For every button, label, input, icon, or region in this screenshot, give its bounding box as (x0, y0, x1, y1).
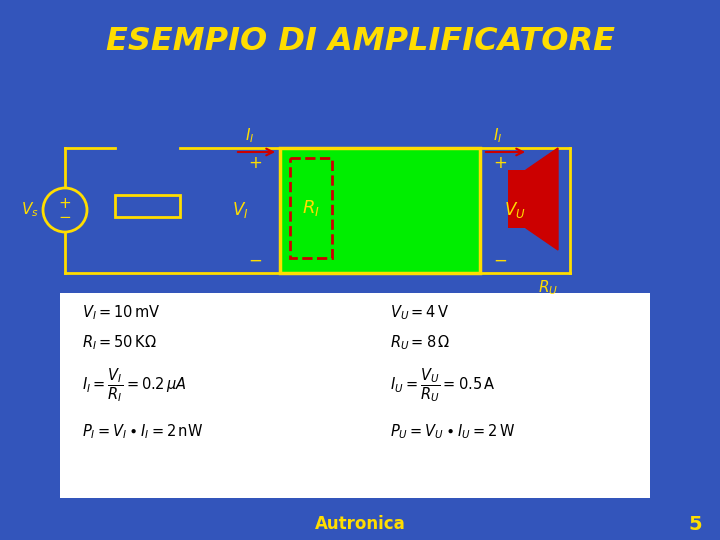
Text: +: + (493, 154, 507, 172)
Text: Autronica: Autronica (315, 515, 405, 533)
Text: $V_U = 4\,\mathrm{V}$: $V_U = 4\,\mathrm{V}$ (390, 303, 449, 322)
Text: $R_I$: $R_I$ (302, 198, 320, 218)
Text: −: − (58, 211, 71, 226)
Text: −: − (248, 252, 262, 270)
Text: $R_U = 8\,\Omega$: $R_U = 8\,\Omega$ (390, 334, 450, 352)
Text: +: + (248, 154, 262, 172)
Text: $R_I = 50\,\mathrm{K\Omega}$: $R_I = 50\,\mathrm{K\Omega}$ (82, 334, 157, 352)
Text: 5: 5 (688, 515, 702, 534)
Text: $I_I$: $I_I$ (246, 127, 255, 145)
Bar (508, 170, 526, 228)
Text: $P_I = V_I \bullet I_I = 2\,\mathrm{nW}$: $P_I = V_I \bullet I_I = 2\,\mathrm{nW}$ (82, 423, 203, 441)
Text: $R_U$: $R_U$ (538, 279, 558, 298)
Text: $I_I = \dfrac{V_I}{R_I} = 0.2\,\mu A$: $I_I = \dfrac{V_I}{R_I} = 0.2\,\mu A$ (82, 366, 186, 404)
Text: $V_s$: $V_s$ (22, 201, 39, 219)
Text: −: − (493, 252, 507, 270)
Text: $V_I$: $V_I$ (232, 200, 248, 220)
Bar (280, 148, 480, 273)
Circle shape (43, 188, 87, 232)
Text: $V_U$: $V_U$ (504, 200, 526, 220)
Text: ESEMPIO DI AMPLIFICATORE: ESEMPIO DI AMPLIFICATORE (106, 26, 614, 57)
Text: $I_I$: $I_I$ (493, 127, 503, 145)
Text: $I_U = \dfrac{V_U}{R_U} = 0.5\,\mathrm{A}$: $I_U = \dfrac{V_U}{R_U} = 0.5\,\mathrm{A… (390, 366, 495, 404)
Bar (60, 293, 650, 498)
Text: $P_U = V_U \bullet I_U = 2\,\mathrm{W}$: $P_U = V_U \bullet I_U = 2\,\mathrm{W}$ (390, 423, 516, 441)
Polygon shape (526, 148, 558, 250)
Text: +: + (58, 195, 71, 211)
Bar (115, 195, 180, 217)
Text: $V_I = 10\,\mathrm{mV}$: $V_I = 10\,\mathrm{mV}$ (82, 303, 161, 322)
Bar (290, 158, 332, 258)
